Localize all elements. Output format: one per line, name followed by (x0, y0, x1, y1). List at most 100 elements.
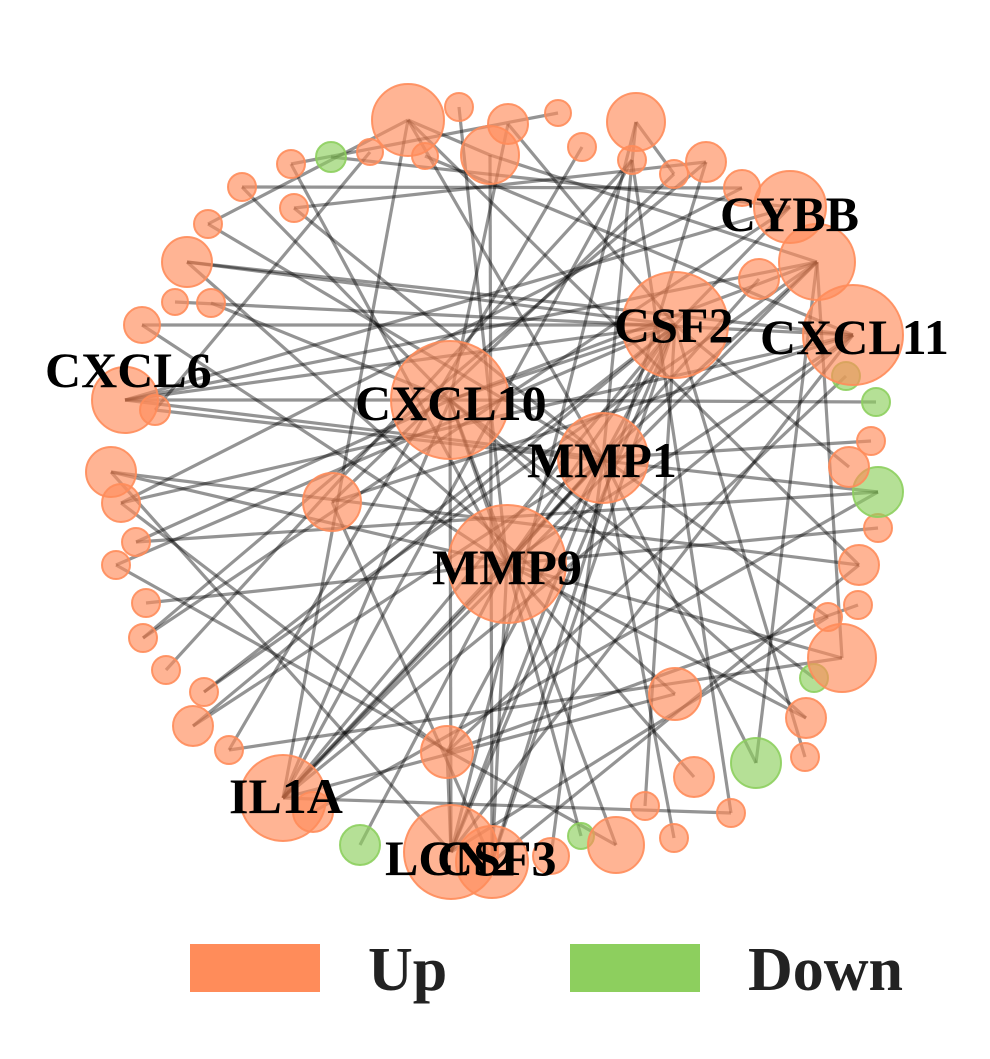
edge-66 (673, 324, 807, 758)
edge-68 (449, 398, 815, 680)
node-up-30 (292, 791, 334, 833)
node-up-37 (630, 791, 660, 821)
edge-5 (457, 106, 509, 565)
node-up-27 (172, 705, 214, 747)
legend-swatch-down (570, 944, 700, 992)
edge-104 (448, 398, 808, 720)
edge-42 (228, 656, 843, 752)
node-up-52 (856, 426, 886, 456)
node-up-6 (411, 142, 439, 170)
edge-46 (281, 456, 605, 800)
node-up-61 (659, 159, 689, 189)
legend: Up Down (190, 935, 950, 1005)
edge-29 (124, 205, 791, 402)
legend-swatch-up (190, 944, 320, 992)
node-up-40 (673, 756, 715, 798)
edge-56 (490, 324, 677, 863)
gene-label-csf3: CSF3 (437, 830, 556, 886)
edge-90 (227, 146, 584, 751)
node-up-38 (659, 823, 689, 853)
node-up-21 (121, 527, 151, 557)
node-down-8 (315, 141, 347, 173)
edge-37 (145, 562, 508, 605)
gene-label-csf2: CSF2 (614, 297, 733, 353)
edge-14 (424, 154, 854, 337)
node-up-64 (621, 271, 729, 379)
edge-102 (115, 323, 676, 567)
gene-label-il1a: IL1A (229, 768, 343, 824)
edge-12 (489, 153, 818, 264)
node-up-67 (447, 504, 567, 624)
edge-32 (109, 470, 453, 854)
node-up-12 (193, 209, 223, 239)
node-up-47 (843, 590, 873, 620)
gene-label-cxcl10: CXCL10 (355, 375, 547, 431)
edge-52 (448, 399, 453, 853)
edge-31 (154, 408, 879, 494)
node-up-5 (460, 125, 520, 185)
edge-98 (282, 692, 676, 800)
edge-100 (124, 323, 676, 402)
edge-26 (141, 323, 508, 566)
edge-88 (330, 172, 676, 504)
node-up-9 (276, 149, 306, 179)
node-up-20 (101, 483, 141, 523)
edge-65 (601, 457, 758, 764)
edge-74 (506, 526, 879, 566)
edge-21 (186, 260, 676, 327)
edge-40 (203, 323, 676, 694)
node-up-42 (790, 742, 820, 772)
node-up-4 (606, 92, 666, 152)
edge-58 (549, 457, 605, 857)
node-up-0 (371, 83, 445, 157)
node-up-60 (685, 141, 727, 183)
node-up-55 (802, 284, 904, 386)
edge-24 (174, 300, 854, 337)
edge-30 (124, 398, 604, 460)
edge-97 (330, 501, 494, 863)
edge-20 (207, 222, 604, 460)
nodes-layer (85, 83, 904, 900)
node-up-22 (101, 550, 131, 580)
node-up-11 (279, 193, 309, 223)
edge-11 (601, 121, 638, 459)
edge-9 (449, 121, 638, 853)
node-up-28 (214, 735, 244, 765)
node-up-16 (123, 306, 161, 344)
node-up-14 (196, 288, 226, 318)
edge-54 (449, 334, 855, 853)
edge-2 (406, 119, 605, 459)
node-up-3 (544, 99, 572, 127)
node-up-45 (807, 623, 877, 693)
edge-4 (207, 118, 409, 226)
node-up-68 (302, 472, 362, 532)
node-up-25 (151, 655, 181, 685)
node-up-66 (557, 412, 649, 504)
edge-44 (281, 333, 855, 800)
edge-53 (449, 457, 605, 853)
node-up-51 (828, 446, 870, 488)
legend-label-down: Down (748, 936, 904, 1004)
edge-17 (289, 163, 509, 565)
node-up-63 (567, 132, 597, 162)
gene-label-lcn2: LCN2 (385, 830, 516, 886)
gene-label-cybb: CYBB (720, 186, 859, 242)
edge-15 (153, 150, 372, 412)
edge-79 (445, 374, 848, 754)
legend-label-up: Up (368, 936, 448, 1004)
node-up-49 (863, 513, 893, 543)
node-up-34 (532, 837, 570, 875)
node-up-57 (753, 170, 827, 244)
edge-51 (449, 324, 677, 853)
node-up-1 (444, 92, 474, 122)
edge-106 (191, 323, 677, 728)
node-up-70 (420, 725, 474, 779)
node-up-23 (131, 588, 161, 618)
edge-89 (281, 159, 634, 799)
node-up-13 (161, 236, 213, 288)
edge-62 (601, 457, 676, 839)
edge-49 (312, 490, 879, 814)
